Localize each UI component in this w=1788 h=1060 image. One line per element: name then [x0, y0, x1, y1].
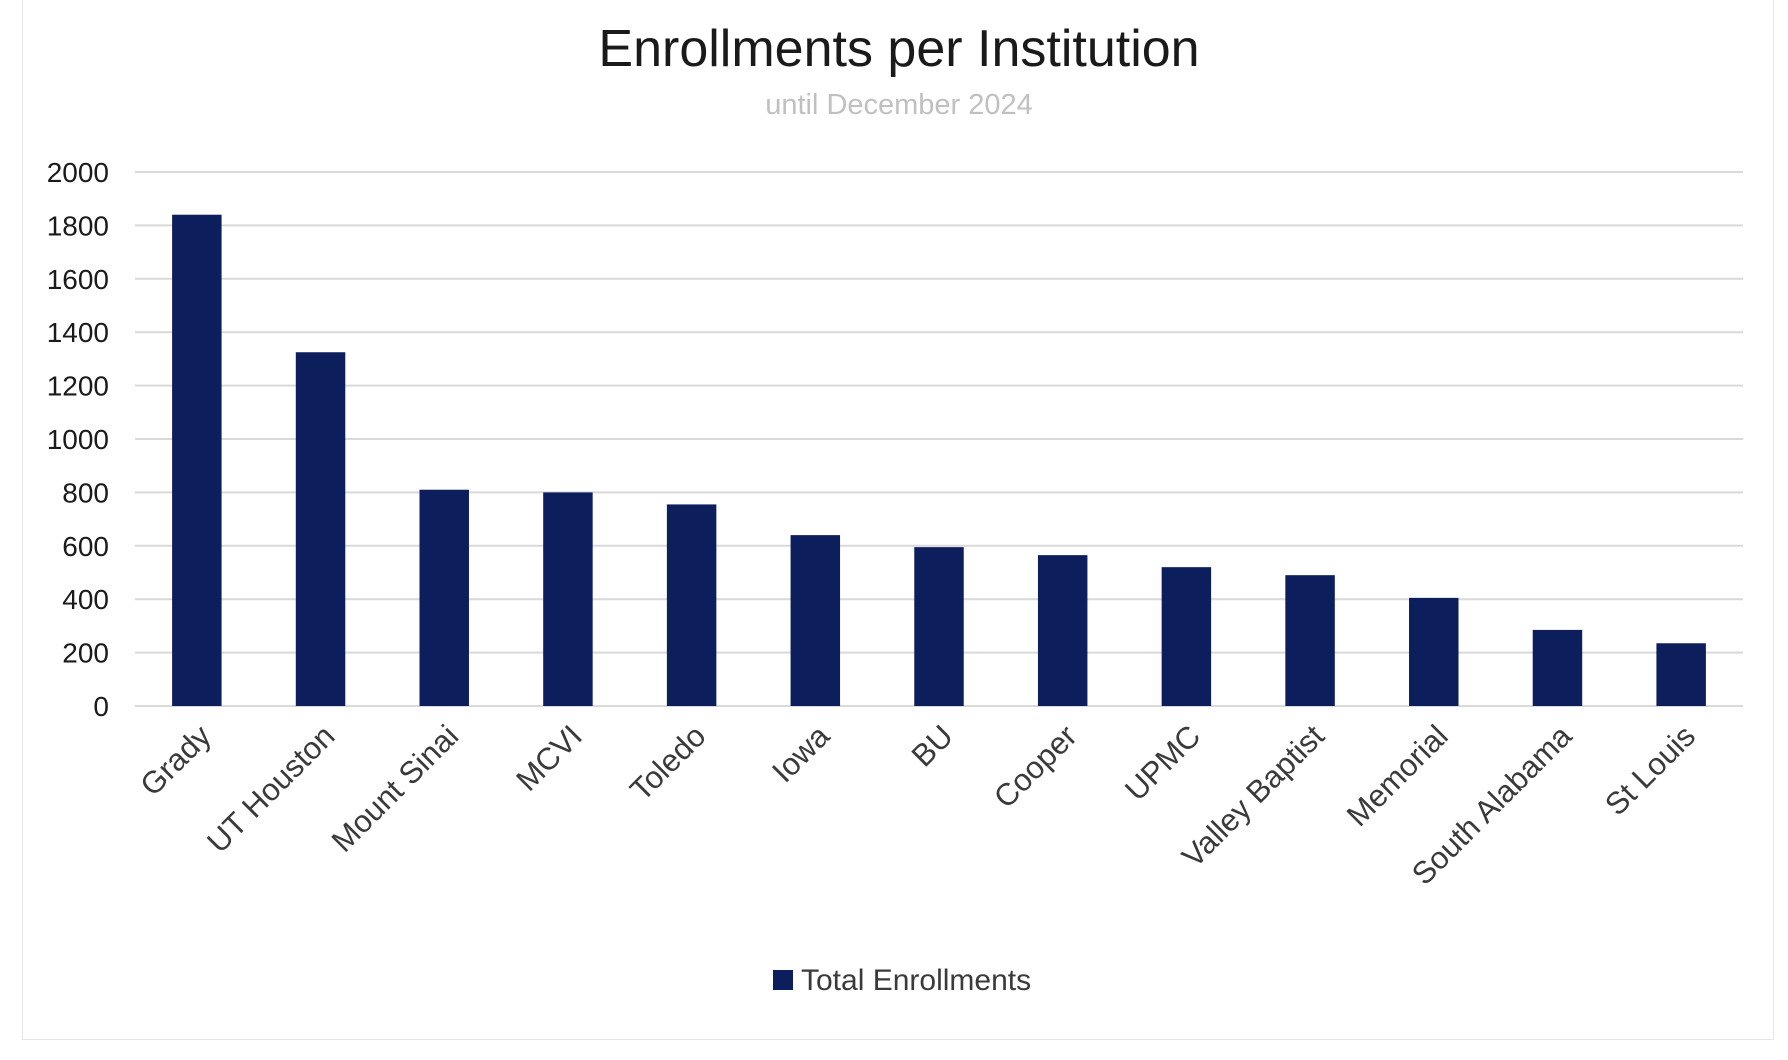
bar-iowa: [790, 535, 841, 706]
x-tick-label: BU: [905, 718, 960, 773]
legend-label: Total Enrollments: [801, 964, 1031, 997]
bar-ut-houston: [295, 352, 346, 706]
grid-lines: [135, 171, 1743, 707]
bar-st-louis: [1656, 643, 1706, 706]
x-tick-label: UPMC: [1118, 718, 1207, 807]
x-tick-label: MCVI: [509, 718, 589, 798]
y-tick-label: 400: [62, 584, 109, 615]
bar-south-alabama: [1532, 629, 1583, 706]
x-tick-label: UT Houston: [200, 718, 341, 859]
bar-grady: [172, 214, 222, 706]
y-tick-label: 1400: [47, 317, 109, 348]
x-tick-label: Grady: [133, 718, 218, 803]
y-tick-label: 1200: [47, 371, 109, 402]
y-tick-label: 800: [62, 477, 109, 508]
bar-mount-sinai: [419, 489, 469, 706]
y-tick-label: 200: [62, 638, 109, 669]
y-tick-label: 1800: [47, 210, 109, 241]
x-tick-label: St Louis: [1598, 718, 1702, 822]
bar-mcvi: [543, 492, 593, 706]
x-tick-label: Cooper: [987, 718, 1084, 815]
legend: Total Enrollments: [773, 964, 1031, 997]
bar-valley-baptist: [1285, 575, 1335, 706]
bar-upmc: [1161, 567, 1212, 706]
chart: Enrollments per Institution until Decemb…: [47, 20, 1743, 997]
chart-title: Enrollments per Institution: [598, 20, 1199, 78]
x-tick-label: Toledo: [623, 718, 712, 807]
y-axis-ticks: 0 200 400 600 800 1000 1200 1400 1600 1800 2000: [47, 157, 109, 722]
chart-frame: Enrollments per Institution until Decemb…: [22, 0, 1774, 1040]
x-tick-label: Memorial: [1340, 718, 1455, 833]
chart-subtitle: until December 2024: [765, 89, 1033, 121]
bar-memorial: [1409, 597, 1459, 706]
y-tick-label: 1000: [47, 424, 109, 455]
y-tick-label: 600: [62, 531, 109, 562]
y-tick-label: 0: [93, 691, 109, 722]
y-tick-label: 2000: [47, 157, 109, 188]
bar-toledo: [666, 504, 717, 706]
bar-cooper: [1037, 555, 1088, 706]
x-tick-label: Mount Sinai: [325, 718, 466, 859]
y-tick-label: 1600: [47, 264, 109, 295]
legend-swatch: [773, 970, 793, 990]
bar-bu: [914, 547, 964, 706]
x-tick-label: Iowa: [765, 718, 837, 790]
bars: [172, 214, 1706, 706]
